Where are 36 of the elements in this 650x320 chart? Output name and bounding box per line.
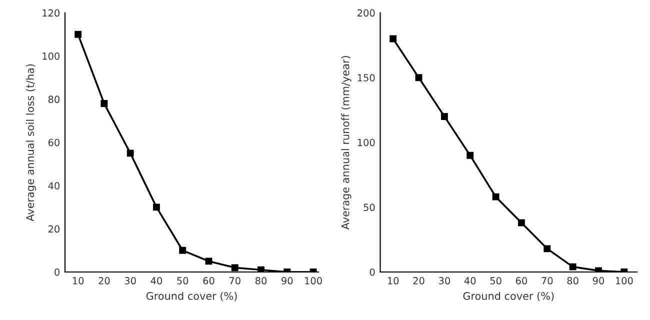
x-tick-label: 20 (98, 277, 110, 284)
y-tick-label: 20 (48, 225, 60, 233)
x-tick-label: 20 (413, 277, 424, 284)
x-tick-label: 40 (464, 277, 476, 284)
y-tick-label: 100 (358, 138, 375, 146)
x-tick-label: 50 (490, 277, 502, 284)
x-axis-title: Ground cover (%) (463, 292, 554, 302)
x-tick-label: 50 (177, 277, 188, 284)
x-tick-label: 90 (282, 277, 293, 284)
x-tick-label: 60 (516, 277, 527, 284)
x-tick-label: 10 (388, 277, 399, 284)
x-tick-label: 70 (542, 277, 553, 284)
y-tick-label: 0 (370, 268, 375, 276)
x-tick-label: 80 (255, 277, 267, 284)
x-tick-label: 30 (438, 277, 450, 284)
x-tick-label: 10 (72, 277, 84, 284)
x-tick-label: 100 (305, 277, 322, 284)
x-tick-label: 100 (616, 277, 633, 284)
x-tick-label: 40 (150, 277, 162, 284)
y-tick-label: 40 (48, 182, 60, 190)
y-tick-label: 120 (42, 9, 60, 17)
y-axis-title: Average annual runoff (mm/year) (341, 56, 352, 230)
x-tick-label: 60 (203, 277, 214, 284)
y-axis-title: Average annual soil loss (t/ha) (26, 64, 36, 222)
x-axis-title: Ground cover (%) (146, 292, 237, 302)
y-tick-label: 200 (358, 9, 375, 17)
x-tick-label: 80 (567, 277, 578, 284)
y-tick-label: 100 (42, 52, 60, 60)
y-tick-label: 0 (54, 268, 60, 276)
x-tick-label: 30 (124, 277, 136, 284)
x-tick-label: 90 (592, 277, 604, 284)
x-tick-label: 70 (229, 277, 240, 284)
y-tick-label: 150 (358, 74, 375, 82)
y-tick-label: 50 (364, 204, 375, 212)
y-tick-label: 80 (48, 96, 60, 104)
y-tick-label: 60 (48, 138, 60, 146)
